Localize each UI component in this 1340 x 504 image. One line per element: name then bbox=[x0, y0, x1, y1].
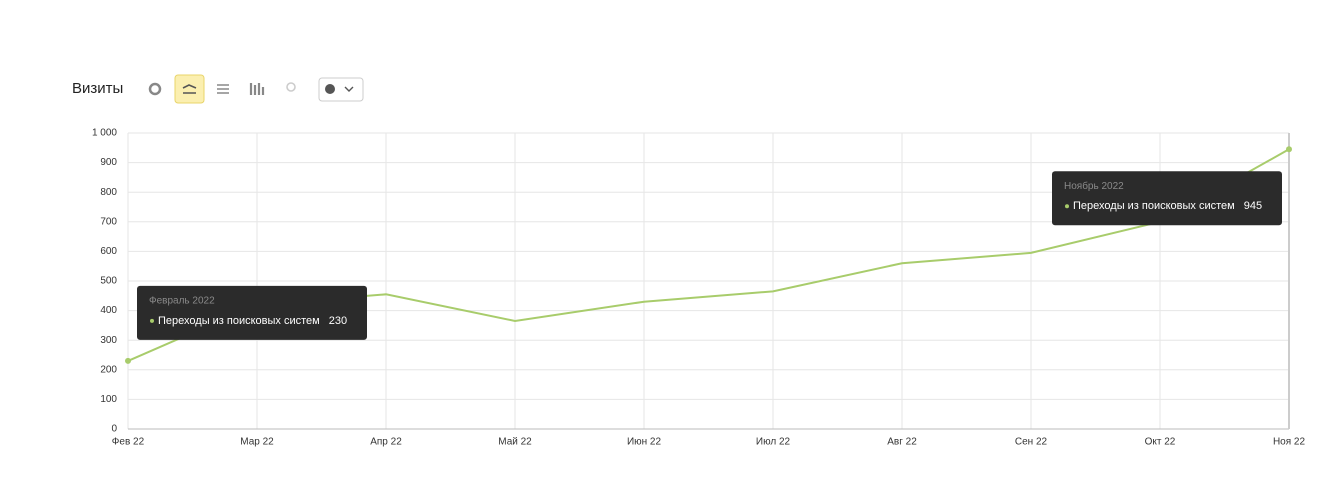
y-tick-label: 1 000 bbox=[92, 128, 117, 139]
tooltip-title: Февраль 2022 bbox=[149, 296, 215, 307]
point bbox=[125, 357, 131, 364]
y-tick-label: 700 bbox=[100, 216, 117, 227]
tooltip-series: Переходы из поисковых систем bbox=[1073, 200, 1235, 212]
map-icon[interactable] bbox=[286, 82, 296, 92]
y-tick-label: 0 bbox=[111, 424, 117, 435]
pie-icon[interactable] bbox=[148, 82, 162, 96]
x-tick-label: Фев 22 bbox=[112, 437, 145, 448]
y-tick-label: 900 bbox=[100, 157, 117, 168]
y-tick-label: 100 bbox=[100, 394, 117, 405]
y-tick-label: 300 bbox=[100, 335, 117, 346]
line-icon-selected[interactable] bbox=[174, 74, 205, 104]
tooltip-dot bbox=[1065, 204, 1069, 209]
y-tick-label: 600 bbox=[100, 246, 117, 257]
tooltip: Ноябрь 2022 Переходы из поисковых систем 9… bbox=[1052, 171, 1282, 226]
x-tick-label: Сен 22 bbox=[1015, 437, 1048, 448]
x-tick-label: Окт 22 bbox=[1145, 437, 1176, 448]
x-tick-label: Мар 22 bbox=[240, 437, 274, 448]
x-tick-label: Июл 22 bbox=[756, 437, 791, 448]
tooltip-dot bbox=[150, 318, 154, 323]
x-tick-label: Ноя 22 bbox=[1273, 437, 1306, 448]
x-tick-label: Апр 22 bbox=[370, 437, 402, 448]
bar-icon[interactable] bbox=[249, 83, 265, 95]
chevron bbox=[344, 86, 354, 92]
x-tick-label: Июн 22 bbox=[627, 437, 662, 448]
y-tick-label: 200 bbox=[100, 364, 117, 375]
comment-icon bbox=[325, 84, 335, 94]
tooltip-value: 945 bbox=[1244, 200, 1262, 212]
y-tick-label: 800 bbox=[100, 187, 117, 198]
annotation-dropdown[interactable] bbox=[318, 77, 364, 102]
tooltip-series: Переходы из поисковых систем bbox=[158, 315, 320, 327]
x-tick-label: Авг 22 bbox=[887, 437, 917, 448]
toolbar bbox=[148, 74, 364, 104]
point bbox=[1286, 146, 1292, 153]
tooltip-box bbox=[1052, 171, 1282, 226]
line-icon bbox=[182, 84, 197, 94]
x-tick-label: Май 22 bbox=[498, 437, 532, 448]
area-icon[interactable] bbox=[217, 84, 229, 94]
tooltip-box bbox=[137, 285, 367, 340]
tooltip-title: Ноябрь 2022 bbox=[1064, 180, 1124, 192]
y-tick-label: 500 bbox=[100, 276, 117, 287]
tooltip-value: 230 bbox=[329, 315, 347, 327]
chart-title: Визиты bbox=[72, 80, 123, 97]
tooltip: Февраль 2022 Переходы из поисковых систем… bbox=[137, 285, 367, 340]
y-tick-label: 400 bbox=[100, 305, 117, 316]
